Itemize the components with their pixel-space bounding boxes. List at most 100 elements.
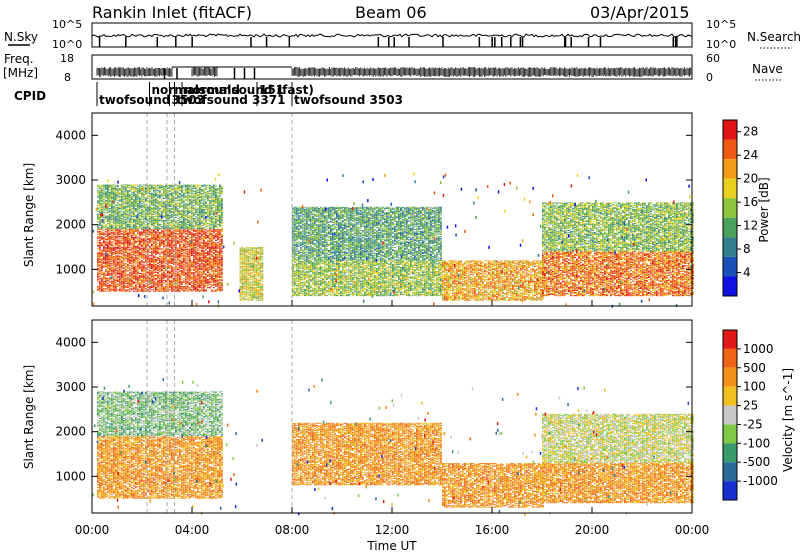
heat-cell — [159, 268, 161, 270]
heat-cell — [115, 242, 117, 243]
heat-cell — [175, 288, 177, 289]
heat-cell — [117, 271, 119, 273]
heat-cell — [167, 230, 169, 232]
heat-cell — [181, 248, 183, 250]
heat-cell — [137, 186, 139, 187]
heat-cell — [121, 263, 123, 265]
heat-cell — [151, 253, 153, 256]
heat-cell — [173, 253, 175, 255]
heat-cell — [179, 244, 181, 246]
heat-cell — [133, 211, 135, 213]
heat-cell — [135, 237, 137, 239]
heat-cell — [129, 230, 131, 232]
heat-cell — [131, 222, 133, 224]
heat-cell — [121, 201, 123, 203]
heat-cell — [177, 241, 179, 243]
heat-cell — [103, 240, 105, 242]
heat-cell — [185, 253, 187, 255]
heat-cell — [109, 267, 111, 269]
heat-cell — [113, 207, 115, 209]
heat-cell — [183, 239, 185, 241]
heat-cell — [213, 234, 215, 236]
heat-cell — [121, 194, 123, 196]
heat-cell — [125, 219, 127, 220]
heat-cell — [123, 235, 125, 237]
heat-cell — [121, 204, 123, 206]
heat-cell — [117, 212, 119, 213]
heat-cell — [169, 237, 171, 239]
heat-cell — [217, 279, 219, 281]
heat-cell — [207, 247, 209, 249]
heat-cell — [123, 213, 125, 214]
heat-cell — [133, 272, 135, 274]
heat-cell — [197, 276, 199, 278]
heat-cell — [117, 283, 119, 285]
heat-cell — [113, 233, 115, 235]
heat-cell — [131, 284, 133, 285]
heat-cell — [101, 250, 103, 253]
heat-cell — [97, 193, 99, 195]
heat-cell — [215, 259, 217, 261]
heat-cell — [141, 245, 143, 246]
heat-cell — [219, 253, 221, 255]
heat-cell — [203, 256, 205, 258]
heat-cell — [169, 273, 171, 275]
heat-cell — [191, 265, 193, 267]
heat-cell — [145, 246, 147, 248]
heat-cell — [125, 255, 127, 257]
heat-cell — [195, 241, 197, 242]
heat-cell — [119, 242, 121, 243]
heat-cell — [167, 287, 169, 289]
heat-cell — [143, 290, 145, 292]
heat-cell — [215, 243, 217, 245]
heat-cell — [217, 272, 219, 274]
heat-cell — [141, 235, 143, 237]
heat-cell — [119, 283, 121, 284]
heat-cell — [101, 266, 103, 268]
heat-cell — [151, 265, 153, 267]
heat-cell — [149, 264, 151, 266]
heat-cell — [125, 277, 127, 279]
heat-cell — [183, 257, 185, 259]
heat-cell — [123, 192, 125, 193]
heat-cell — [133, 256, 135, 258]
heat-cell — [127, 193, 129, 195]
heat-cell — [137, 265, 139, 266]
heat-cell — [125, 270, 127, 271]
heat-cell — [129, 258, 131, 259]
heat-cell — [197, 249, 199, 250]
heat-cell — [191, 232, 193, 234]
heat-cell — [165, 284, 167, 286]
heat-cell — [141, 282, 143, 284]
heat-cell — [119, 226, 121, 228]
heat-cell — [115, 280, 117, 282]
heat-cell — [177, 258, 179, 260]
heat-cell — [137, 196, 139, 198]
heat-cell — [219, 230, 221, 232]
heat-cell — [175, 279, 177, 280]
heat-cell — [125, 191, 127, 192]
heat-cell — [163, 229, 165, 231]
heat-cell — [117, 267, 119, 269]
heat-cell — [109, 279, 111, 281]
heat-cell — [117, 188, 119, 189]
heat-cell — [183, 247, 185, 249]
heat-cell — [149, 255, 151, 257]
heat-cell — [201, 284, 203, 285]
heat-cell — [177, 253, 179, 255]
heat-cell — [139, 199, 141, 201]
heat-cell — [195, 242, 197, 244]
heat-cell — [109, 236, 111, 238]
heat-cell — [175, 265, 177, 266]
heat-cell — [185, 246, 187, 247]
heat-cell — [161, 240, 163, 242]
heat-cell — [101, 243, 103, 245]
heat-cell — [173, 272, 175, 274]
heat-cell — [121, 243, 123, 245]
heat-cell — [151, 232, 153, 234]
heat-cell — [173, 263, 175, 265]
heat-cell — [197, 256, 199, 258]
heat-cell — [165, 279, 167, 281]
heat-cell — [175, 287, 177, 289]
heat-cell — [127, 286, 129, 288]
